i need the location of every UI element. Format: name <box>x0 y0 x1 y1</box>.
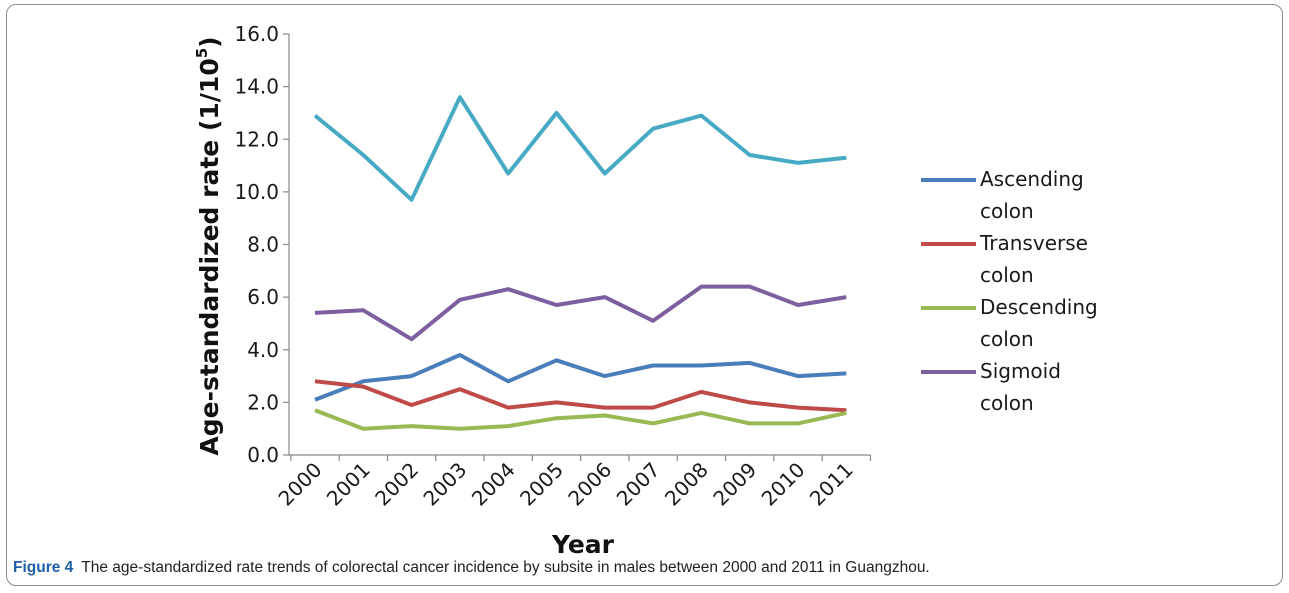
line-chart: 0.02.04.06.08.010.012.014.016.0200020012… <box>193 22 1098 559</box>
x-tick-label: 2000 <box>274 458 327 511</box>
y-tick-label: 8.0 <box>247 233 279 257</box>
x-tick-label: 2010 <box>757 458 810 511</box>
y-axis-title: Age-standardized rate (1/105) <box>193 36 224 455</box>
series-line <box>313 95 847 202</box>
series-line <box>314 353 847 402</box>
x-tick-label: 2004 <box>467 458 520 511</box>
y-axis-title-main: Age-standardized rate (1/10 <box>195 58 224 455</box>
series-line <box>314 284 847 342</box>
y-tick-label: 2.0 <box>247 390 279 414</box>
x-axis-title: Year <box>551 530 615 559</box>
y-axis-title-sup: 5 <box>193 48 211 58</box>
legend-label: Sigmoid <box>980 359 1061 383</box>
legend-label: colon <box>980 327 1034 351</box>
x-tick-label: 2009 <box>708 458 761 511</box>
chart-legend: Ascending colon Transverse colon Descending c… <box>921 167 1098 415</box>
x-tick-label: 2006 <box>563 458 616 511</box>
x-tick-label: 2002 <box>370 458 423 511</box>
series-line <box>314 379 847 413</box>
y-tick-label: 16.0 <box>234 22 279 46</box>
y-tick-label: 4.0 <box>247 338 279 362</box>
legend-label: Ascending <box>980 167 1084 191</box>
figure-caption-label: Figure 4 <box>13 559 74 576</box>
y-tick-label: 10.0 <box>234 180 279 204</box>
x-tick-label: 2003 <box>418 458 471 511</box>
chart-series-lines <box>313 95 847 431</box>
x-tick-label: 2001 <box>322 458 375 511</box>
figure-caption: Figure 4 The age-standardized rate trends… <box>13 559 930 577</box>
y-tick-label: 0.0 <box>247 443 279 467</box>
x-tick-label: 2008 <box>660 458 713 511</box>
x-tick-label: 2007 <box>612 458 665 511</box>
y-tick-label: 12.0 <box>234 127 279 151</box>
legend-label: Descending <box>980 295 1098 319</box>
x-tick-label: 2011 <box>805 458 858 511</box>
series-line <box>314 408 847 431</box>
figure-frame <box>6 4 1283 586</box>
legend-label: Transverse <box>979 231 1088 255</box>
legend-label: colon <box>980 263 1034 287</box>
chart-axes: 0.02.04.06.08.010.012.014.016.0200020012… <box>234 22 872 511</box>
y-tick-label: 14.0 <box>234 75 279 99</box>
legend-label: colon <box>980 391 1034 415</box>
legend-label: colon <box>980 199 1034 223</box>
y-axis-title-close: ) <box>195 36 224 47</box>
x-tick-label: 2005 <box>515 458 568 511</box>
figure-caption-text: The age-standardized rate trends of colo… <box>81 559 930 576</box>
y-tick-label: 6.0 <box>247 285 279 309</box>
